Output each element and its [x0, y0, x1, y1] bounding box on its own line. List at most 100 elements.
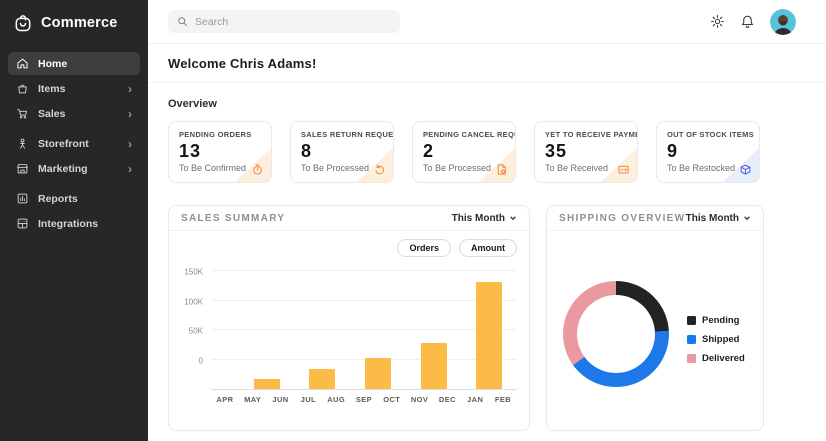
notifications-button[interactable]: [740, 14, 755, 29]
settings-icon: [711, 15, 724, 28]
commerce-bag-icon: [15, 15, 31, 32]
stat-card-title: PENDING ORDERS: [179, 130, 252, 139]
stat-card-value: 9: [667, 141, 679, 161]
sales-summary-body: Orders Amount 150K 100K 50K 0 APR MAY JUN JUL AU…: [169, 231, 529, 404]
stat-card-subtitle: To Be Processed: [423, 163, 492, 173]
x-axis-label-sep: SEP: [355, 395, 373, 404]
x-axis-label-feb: FEB: [494, 395, 512, 404]
x-axis-label-may: MAY: [244, 395, 262, 404]
welcome-row: Welcome Chris Adams!: [148, 44, 826, 83]
sales-summary-header: SALES SUMMARY This Month: [169, 206, 529, 231]
sidebar-item-label: Marketing: [38, 162, 88, 175]
chevron-down-icon: [744, 216, 750, 221]
bar-sep-oct[interactable]: [364, 358, 391, 389]
shipping-overview-header: SHIPPING OVERVIEW This Month: [547, 206, 763, 231]
stat-card-subtitle: To Be Processed: [301, 163, 370, 173]
sidebar-item-integrations[interactable]: Integrations: [8, 212, 140, 235]
home-icon: [16, 57, 29, 70]
legend-item-shipped[interactable]: Shipped: [687, 334, 745, 345]
chevron-right-icon: ›: [128, 106, 132, 121]
app-title: Commerce: [41, 15, 118, 31]
legend-label: Pending: [702, 315, 740, 326]
x-axis-label-jan: JAN: [467, 395, 484, 404]
timer-icon: [251, 163, 264, 176]
stat-card-value: 13: [179, 141, 202, 161]
legend-swatch: [687, 335, 696, 344]
stat-cards-row: PENDING ORDERS 13 To Be Confirmed SALES RET…: [168, 121, 764, 183]
donut-chart: [563, 281, 669, 387]
stat-card-subtitle: To Be Received: [545, 163, 609, 173]
sidebar-item-label: Integrations: [38, 217, 99, 230]
x-axis-label-jun: JUN: [272, 395, 289, 404]
page-title: Welcome Chris Adams!: [168, 55, 317, 71]
stat-card-pending-cancel-requests[interactable]: PENDING CANCEL REQUESTS 2 To Be Processed: [412, 121, 516, 183]
legend-item-delivered[interactable]: Delivered: [687, 353, 745, 364]
bar-jan-feb[interactable]: [476, 282, 503, 389]
sidebar-item-sales[interactable]: Sales ›: [8, 102, 140, 125]
sidebar-item-label: Reports: [38, 192, 78, 205]
storefront-icon: [16, 137, 29, 150]
sales-period-dropdown[interactable]: This Month: [452, 213, 517, 224]
x-axis-label-aug: AUG: [327, 395, 346, 404]
sales-summary-panel: SALES SUMMARY This Month Orders Amount 15…: [168, 205, 530, 431]
sidebar-item-label: Sales: [38, 107, 66, 120]
avatar[interactable]: [770, 8, 796, 35]
toggle-orders[interactable]: Orders: [397, 239, 451, 257]
y-axis-tick-label: 50K: [188, 326, 203, 336]
stat-card-value: 8: [301, 141, 313, 161]
bar-jul-aug[interactable]: [309, 368, 336, 389]
search-box[interactable]: [168, 10, 400, 33]
shipping-period-dropdown[interactable]: This Month: [686, 213, 751, 224]
bar-chart-x-axis: APR MAY JUN JUL AUG SEP OCT NOV DEC JAN FEB: [211, 395, 517, 404]
notifications-bell-icon: [741, 15, 754, 28]
topbar-actions: [710, 8, 796, 35]
chevron-right-icon: ›: [128, 81, 132, 96]
shipping-overview-panel: SHIPPING OVERVIEW This Month Pending Ship…: [546, 205, 764, 431]
cart-icon: [16, 107, 29, 120]
shipping-overview-body: Pending Shipped Delivered: [547, 231, 763, 431]
megaphone-store-icon: [16, 162, 29, 175]
stat-card-out-of-stock-items[interactable]: OUT OF STOCK ITEMS 9 To Be Restocked: [656, 121, 760, 183]
sidebar-item-home[interactable]: Home: [8, 52, 140, 75]
stat-card-yet-to-receive-payments[interactable]: YET TO RECEIVE PAYMENTS 35 To Be Received: [534, 121, 638, 183]
app-logo: Commerce: [0, 0, 148, 48]
stat-card-pending-orders[interactable]: PENDING ORDERS 13 To Be Confirmed: [168, 121, 272, 183]
stat-card-value: 35: [545, 141, 568, 161]
toggle-amount[interactable]: Amount: [459, 239, 517, 257]
stat-card-title: YET TO RECEIVE PAYMENTS: [545, 130, 637, 139]
main-area: Welcome Chris Adams! Overview PENDING OR…: [148, 0, 826, 441]
bar-nov-dec[interactable]: [420, 342, 447, 389]
legend-label: Shipped: [702, 334, 740, 345]
x-axis-label-dec: DEC: [438, 395, 456, 404]
stat-card-sales-return-requests[interactable]: SALES RETURN REQUESTS 8 To Be Processed: [290, 121, 394, 183]
settings-button[interactable]: [710, 14, 725, 29]
chevron-down-icon: [510, 216, 516, 221]
sidebar-item-marketing[interactable]: Marketing ›: [8, 157, 140, 180]
sidebar-nav: Home Items › Sales › Storefront › Marketing › Rep…: [0, 48, 148, 241]
sidebar-item-reports[interactable]: Reports: [8, 187, 140, 210]
legend-item-pending[interactable]: Pending: [687, 315, 745, 326]
stat-card-title: PENDING CANCEL REQUESTS: [423, 130, 515, 139]
bar-may-jun[interactable]: [253, 378, 280, 389]
legend-label: Delivered: [702, 353, 745, 364]
shipping-overview-title: SHIPPING OVERVIEW: [559, 212, 686, 224]
legend-swatch: [687, 354, 696, 363]
sales-summary-title: SALES SUMMARY: [181, 212, 286, 224]
series-toggle-group: Orders Amount: [181, 239, 517, 257]
search-icon: [178, 17, 188, 27]
x-axis-label-apr: APR: [216, 395, 234, 404]
sidebar-item-items[interactable]: Items ›: [8, 77, 140, 100]
sidebar-item-storefront[interactable]: Storefront ›: [8, 132, 140, 155]
search-input[interactable]: [195, 15, 391, 28]
sales-period-value: This Month: [451, 212, 505, 224]
sidebar: Commerce Home Items › Sales › Storefront › Mark…: [0, 0, 148, 441]
gridline: [211, 329, 517, 330]
gridline: [211, 358, 517, 360]
avatar-image-icon: [770, 8, 796, 35]
donut-legend: Pending Shipped Delivered: [687, 315, 745, 364]
x-axis-label-jul: JUL: [300, 395, 317, 404]
legend-swatch: [687, 316, 696, 325]
panels-row: SALES SUMMARY This Month Orders Amount 15…: [168, 205, 764, 431]
reports-icon: [16, 192, 29, 205]
basket-icon: [16, 82, 29, 95]
